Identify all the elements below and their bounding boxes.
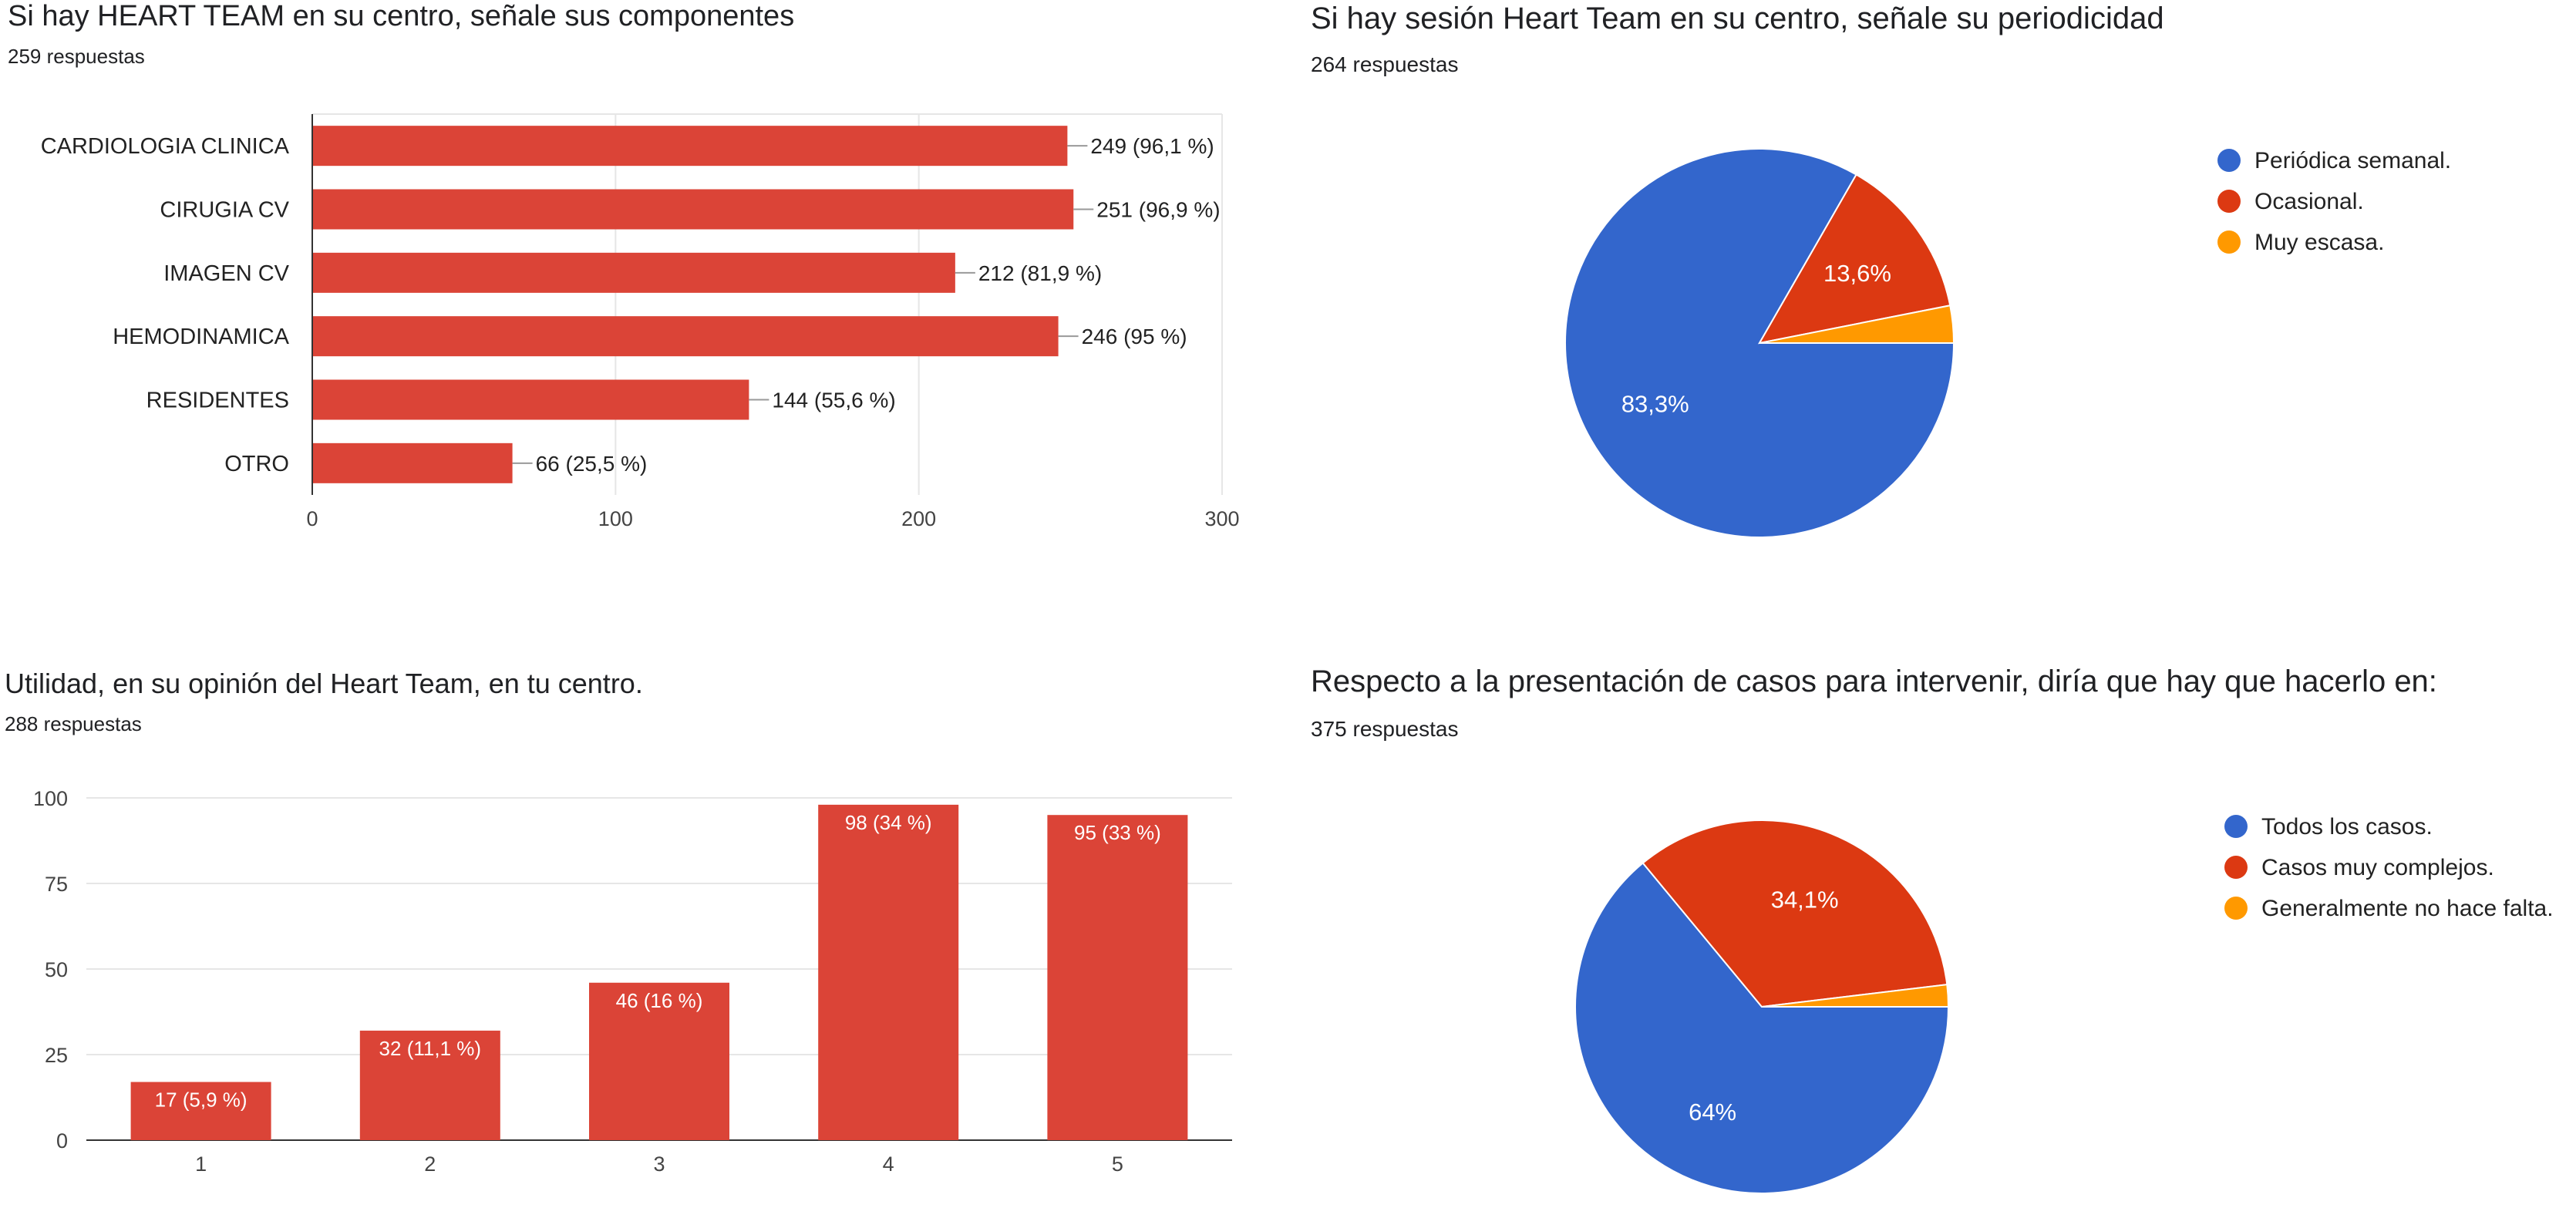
data-label: 32 (11,1 %) xyxy=(379,1037,481,1060)
data-label: 17 (5,9 %) xyxy=(155,1089,247,1112)
response-count: 264 respuestas xyxy=(1311,52,1459,76)
legend-label: Generalmente no hace falta. xyxy=(2261,896,2554,921)
data-label: 144 (55,6 %) xyxy=(772,389,895,412)
data-label: 46 (16 %) xyxy=(616,989,703,1012)
pie-slice xyxy=(1574,862,1950,1194)
legend-label: Periódica semanal. xyxy=(2254,148,2451,173)
bar xyxy=(1047,815,1188,1140)
slice-label: 64% xyxy=(1689,1099,1736,1126)
data-label: 66 (25,5 %) xyxy=(536,452,648,476)
slice-label: 13,6% xyxy=(1823,260,1891,287)
legend-marker xyxy=(2224,897,2248,920)
response-count: 375 respuestas xyxy=(1311,717,1459,741)
x-tick-label: 3 xyxy=(653,1152,665,1176)
legend-marker xyxy=(2217,190,2241,213)
response-count: 259 respuestas xyxy=(8,45,145,68)
y-tick-label: 100 xyxy=(33,787,68,810)
x-tick-label: 1 xyxy=(195,1152,207,1176)
x-tick-label: 5 xyxy=(1112,1152,1123,1176)
pie-chart: 64% 34,1% Todos los casos. Casos muy comple… xyxy=(1574,814,2554,1194)
chart-title: Si hay HEART TEAM en su centro, señale s… xyxy=(8,0,795,32)
x-tick-label: 200 xyxy=(901,507,936,530)
bar xyxy=(130,1082,271,1140)
bar xyxy=(313,126,1068,167)
legend-marker xyxy=(2224,815,2248,838)
data-label: 212 (81,9 %) xyxy=(978,261,1102,285)
category-label: CIRUGIA CV xyxy=(160,198,289,223)
legend-marker xyxy=(2217,230,2241,254)
legend-marker xyxy=(2224,856,2248,879)
data-label: 98 (34 %) xyxy=(845,811,932,834)
legend-label: Todos los casos. xyxy=(2261,814,2433,840)
chart-title: Respecto a la presentación de casos para… xyxy=(1311,665,2437,698)
x-tick-label: 300 xyxy=(1204,507,1239,530)
response-count: 288 respuestas xyxy=(5,712,142,735)
category-label: OTRO xyxy=(224,452,289,476)
bar xyxy=(313,252,955,293)
legend-marker xyxy=(2217,149,2241,172)
y-tick-label: 75 xyxy=(45,873,68,896)
chart-title: Utilidad, en su opinión del Heart Team, … xyxy=(5,668,643,699)
bar xyxy=(589,982,729,1140)
category-label: HEMODINAMICA xyxy=(113,325,289,349)
horizontal-bar-chart: 0 100 200 300 CARDIOLOGIA CLINICA 249 (96,1 %… xyxy=(41,113,1240,530)
category-label: CARDIOLOGIA CLINICA xyxy=(41,134,290,159)
pie-slice xyxy=(1642,819,1948,1008)
bar xyxy=(359,1030,500,1140)
legend-label: Ocasional. xyxy=(2254,189,2364,214)
slice-label: 34,1% xyxy=(1771,887,1839,914)
pie-slice xyxy=(1761,984,1950,1008)
data-label: 246 (95 %) xyxy=(1082,325,1187,348)
vertical-bar-chart: 0 25 50 75 100 17 (5,9 %) 1 32 (11,1 %) 2 46 (16 … xyxy=(33,787,1232,1176)
y-tick-label: 25 xyxy=(45,1044,68,1067)
data-label: 249 (96,1 %) xyxy=(1090,134,1214,158)
chart-title: Si hay sesión Heart Team en su centro, s… xyxy=(1311,2,2164,35)
x-tick-label: 4 xyxy=(883,1152,894,1176)
x-tick-label: 2 xyxy=(424,1152,436,1176)
legend-label: Muy escasa. xyxy=(2254,230,2384,255)
category-label: RESIDENTES xyxy=(146,389,289,413)
x-tick-label: 100 xyxy=(598,507,633,530)
slice-label: 83,3% xyxy=(1621,390,1689,417)
legend-label: Casos muy complejos. xyxy=(2261,855,2494,880)
data-label: 95 (33 %) xyxy=(1074,821,1161,844)
category-label: IMAGEN CV xyxy=(163,261,289,286)
bar xyxy=(313,379,749,420)
x-tick-label: 0 xyxy=(306,507,318,530)
bar xyxy=(313,189,1074,230)
y-tick-label: 0 xyxy=(56,1129,68,1152)
pie-chart: 83,3% 13,6% Periódica semanal. Ocasional. Mu… xyxy=(1564,148,2451,538)
bar xyxy=(313,316,1059,357)
bar xyxy=(818,804,959,1140)
pie-slice xyxy=(1759,305,1955,344)
data-label: 251 (96,9 %) xyxy=(1096,198,1220,222)
y-tick-label: 50 xyxy=(45,958,68,981)
pie-slice xyxy=(1758,173,1951,345)
bar xyxy=(313,442,513,483)
